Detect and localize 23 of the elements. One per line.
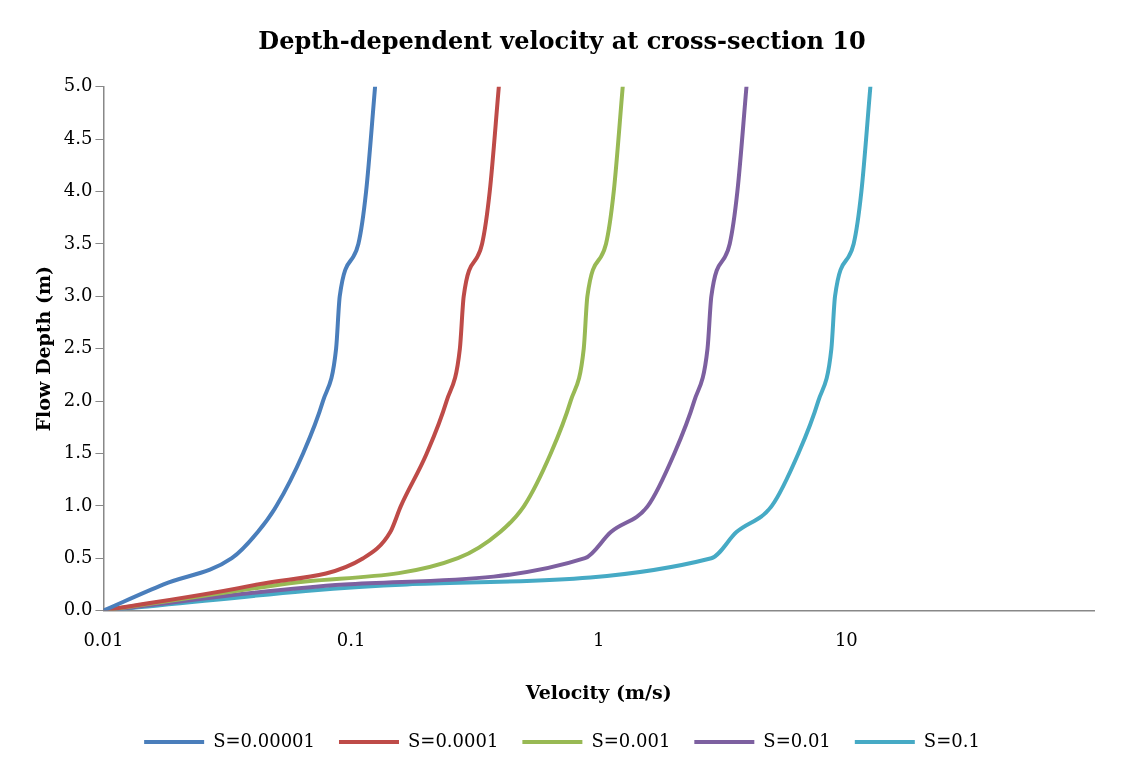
y-axis-title: Flow Depth (m) [32,265,55,432]
y-tick-label: 2.0 [63,388,93,410]
y-tick-label: 3.5 [63,231,93,253]
x-tick-label: 10 [834,629,858,651]
y-tick-label: 1.0 [63,493,93,515]
legend-label: S=0.001 [591,729,671,751]
x-tick-label: 1 [592,629,605,651]
x-tick-label: 0.01 [83,629,124,651]
y-tick-label: 4.5 [63,126,93,148]
y-tick-label: 5.0 [63,74,93,96]
x-axis-title: Velocity (m/s) [524,680,672,703]
legend-label: S=0.0001 [407,729,499,751]
legend-label: S=0.1 [923,729,980,751]
y-tick-label: 0.5 [63,545,93,567]
x-tick-label: 0.1 [336,629,366,651]
y-tick-label: 4.0 [63,179,93,201]
chart-title: Depth-dependent velocity at cross-section 10 [258,25,866,55]
y-tick-label: 1.5 [63,441,93,463]
y-tick-label: 0.0 [63,598,93,620]
legend-label: S=0.00001 [213,729,315,751]
legend-label: S=0.01 [763,729,831,751]
y-tick-label: 3.0 [63,283,93,305]
y-tick-label: 2.5 [63,336,93,358]
